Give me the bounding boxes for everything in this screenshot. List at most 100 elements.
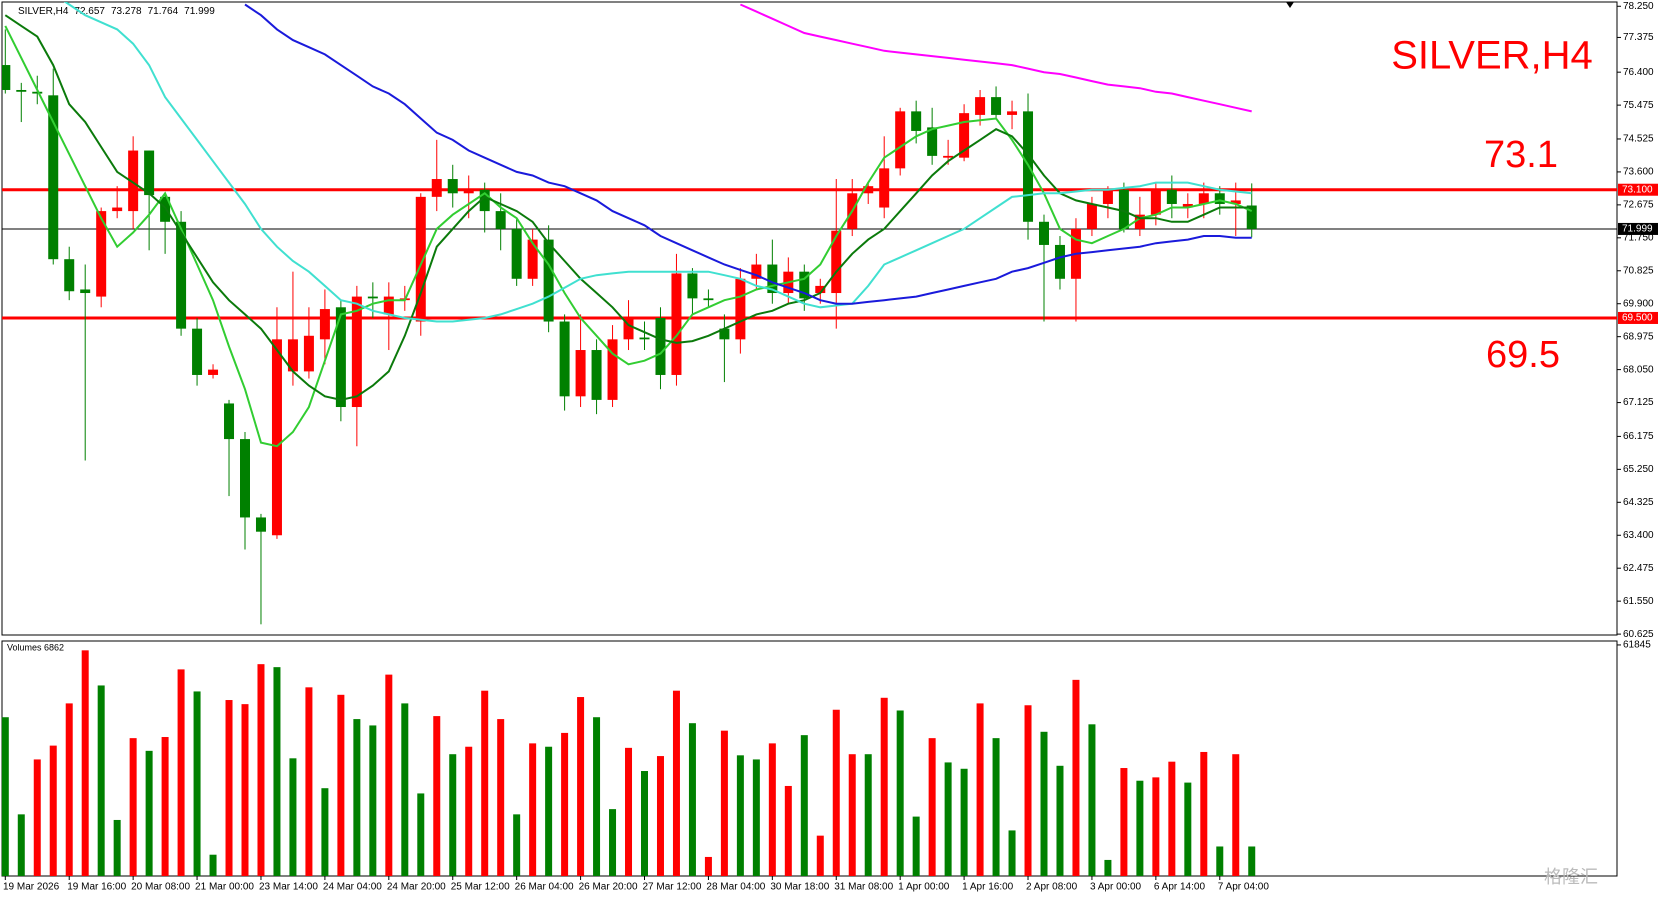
price-label-bg xyxy=(1618,311,1658,324)
volume-bar xyxy=(1216,846,1224,876)
price-label: 73.100 xyxy=(1622,184,1653,195)
header-value: 71.999 xyxy=(184,6,215,17)
volume-bar xyxy=(928,738,936,876)
y-tick-label: 72.675 xyxy=(1623,200,1654,211)
y-tick-label: 66.175 xyxy=(1623,431,1654,442)
candle-body xyxy=(208,369,219,375)
candle-body xyxy=(751,264,762,279)
price-label: 69.500 xyxy=(1622,313,1653,324)
volume-bar xyxy=(209,854,217,876)
x-tick-label: 24 Mar 04:00 xyxy=(323,882,382,893)
candle-body xyxy=(463,189,474,194)
volume-bar xyxy=(257,664,265,876)
volume-bar xyxy=(129,738,137,876)
candle-body xyxy=(1054,244,1065,279)
price-label-bg xyxy=(1618,183,1658,196)
candle-body xyxy=(863,186,874,194)
y-tick-label: 71.750 xyxy=(1623,232,1654,243)
price-label: 71.999 xyxy=(1622,224,1653,235)
candle-body xyxy=(319,309,330,340)
x-tick-label: 1 Apr 00:00 xyxy=(898,882,950,893)
candle-body xyxy=(575,350,586,397)
candle-body xyxy=(911,111,922,131)
header-value: 71.764 xyxy=(148,6,179,17)
y-tick-label: 68.975 xyxy=(1623,331,1654,342)
candle-body xyxy=(943,155,954,158)
y-tick-label: 69.900 xyxy=(1623,298,1654,309)
x-tick-label: 31 Mar 08:00 xyxy=(834,882,893,893)
volume-bar xyxy=(880,697,888,876)
header-value: 73.278 xyxy=(111,6,142,17)
candle-body xyxy=(287,339,298,372)
annotation: SILVER,H4 xyxy=(1391,34,1593,78)
candle-body xyxy=(96,211,107,297)
candle-body xyxy=(959,113,970,158)
volume-bar xyxy=(800,735,808,876)
candle-body xyxy=(495,211,506,229)
volume-bar xyxy=(337,694,345,876)
y-tick-label: 70.825 xyxy=(1623,265,1654,276)
volume-bar xyxy=(321,788,329,876)
x-tick-label: 30 Mar 18:00 xyxy=(770,882,829,893)
candle-body xyxy=(80,289,91,294)
volume-bar xyxy=(49,745,57,876)
candle-body xyxy=(224,403,235,440)
header-value: 72.657 xyxy=(74,6,105,17)
x-tick-label: 6 Apr 14:00 xyxy=(1154,882,1206,893)
candle-body xyxy=(767,264,778,294)
volume-bar xyxy=(1024,705,1032,876)
volume-bar xyxy=(609,809,617,876)
x-tick-label: 19 Mar 2026 xyxy=(3,882,60,893)
candle-body xyxy=(703,298,714,301)
ma-line xyxy=(63,2,1252,323)
y-tick-label: 77.375 xyxy=(1623,32,1654,43)
y-tick-label: 76.400 xyxy=(1623,67,1654,78)
volume-bar xyxy=(1232,754,1240,876)
volume-bar xyxy=(672,690,680,876)
candle-body xyxy=(1198,193,1209,204)
annotation: 73.1 xyxy=(1484,134,1558,176)
volume-bar xyxy=(241,704,249,876)
candle-body xyxy=(32,91,43,94)
x-tick-label: 26 Mar 04:00 xyxy=(515,882,574,893)
candle-body xyxy=(351,296,362,408)
x-tick-label: 1 Apr 16:00 xyxy=(962,882,1014,893)
volume-bar xyxy=(273,667,281,876)
candle-body xyxy=(144,150,155,196)
volume-bar xyxy=(1008,830,1016,876)
volume-bar xyxy=(1136,780,1144,876)
volume-bar xyxy=(1088,724,1096,876)
candle-body xyxy=(655,317,666,375)
x-tick-label: 2 Apr 08:00 xyxy=(1026,882,1078,893)
candle-body xyxy=(623,317,634,340)
volume-bar xyxy=(992,738,1000,876)
ma-line xyxy=(244,3,1252,305)
volume-bar xyxy=(848,754,856,876)
candle-body xyxy=(1039,221,1049,245)
candle-body xyxy=(176,221,187,329)
candle-body xyxy=(671,273,682,375)
volume-bar xyxy=(577,697,585,876)
volume-bar xyxy=(177,669,185,876)
x-tick-label: 20 Mar 08:00 xyxy=(131,882,190,893)
candle-body xyxy=(527,239,538,279)
candle-body xyxy=(991,97,1002,115)
candle-body xyxy=(511,228,522,279)
volume-bar xyxy=(113,819,121,876)
x-tick-label: 24 Mar 20:00 xyxy=(387,882,446,893)
volume-bar xyxy=(960,768,968,876)
volume-bar xyxy=(912,816,920,876)
candle-body xyxy=(1230,200,1241,204)
volume-bar xyxy=(1040,731,1048,876)
volume-bar xyxy=(832,709,840,876)
volume-bar xyxy=(736,755,744,876)
volume-bar xyxy=(417,793,425,876)
candle-body xyxy=(48,95,59,260)
candle-body xyxy=(383,296,394,315)
x-tick-label: 26 Mar 20:00 xyxy=(579,882,638,893)
volume-bar xyxy=(1120,768,1128,876)
candle-body xyxy=(975,97,986,115)
candle-body xyxy=(255,517,266,532)
volume-bar xyxy=(481,690,489,876)
